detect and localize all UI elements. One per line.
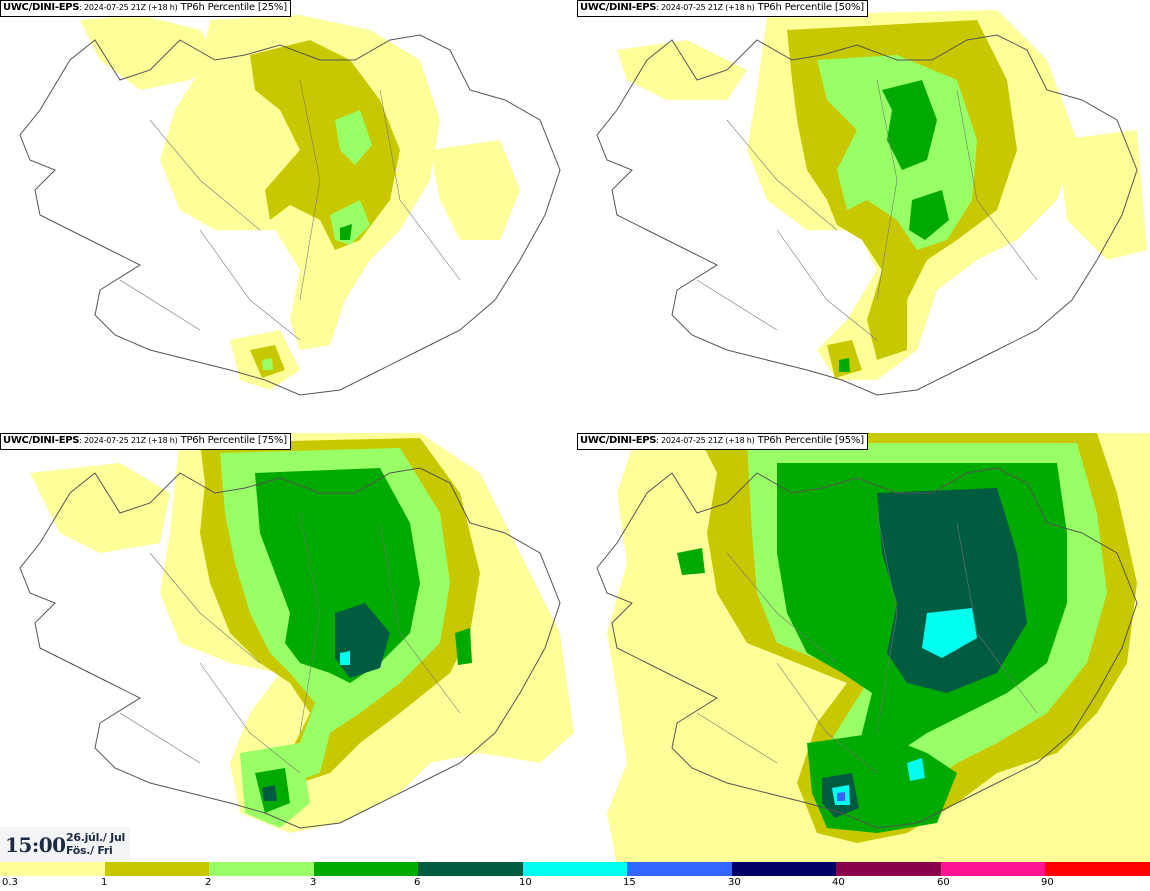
precip-map-p50 [596,10,1147,396]
colorbar-label: 30 [728,877,741,888]
precip-map-p95 [596,433,1150,865]
precip-area [677,548,705,575]
colorbar-label: 60 [937,877,950,888]
colorbar-segment [313,862,419,876]
colorbar-segment [0,862,105,876]
colorbar-segment [418,862,523,876]
colorbar-label: 1 [101,877,108,888]
precip-area [877,488,1027,693]
precip-area [907,758,925,781]
map-panel-p95: UWC/DINI-EPS: 2024-07-25 21Z (+18 h) TP6… [577,433,1150,865]
colorbar-labels: 0.3 1 2 3 6 10 15 30 40 60 90 [0,876,1150,891]
valid-date: 26.júl./ Jul Fös./ Fri [66,831,125,857]
precip-map-p75 [19,433,574,833]
precip-area [335,110,372,165]
colorbar-label: 6 [414,877,421,888]
colorbar-label: 90 [1041,877,1054,888]
colorbar-segment [104,862,210,876]
precip-area [250,40,400,250]
precip-area [909,190,949,240]
precip-area [262,785,277,801]
colorbar-segment [836,862,941,876]
road-lines [696,512,1038,774]
colorbar-segment [627,862,732,876]
precip-area [455,628,472,665]
colorbar-label: 2 [205,877,212,888]
colorbar-label: 15 [623,877,636,888]
panel-title: UWC/DINI-EPS: 2024-07-25 21Z (+18 h) TP6… [0,0,291,17]
road-lines [696,79,1038,341]
precip-area [30,463,170,553]
colorbar-segment [522,862,628,876]
panel-title: UWC/DINI-EPS: 2024-07-25 21Z (+18 h) TP6… [577,0,868,17]
colorbar-segment [940,862,1046,876]
colorbar-label: 3 [310,877,317,888]
colorbar-label: 0.3 [2,877,18,888]
valid-time-box: 15:00 26.júl./ Jul Fös./ Fri [0,827,130,862]
precip-area [837,792,845,801]
valid-time: 15:00 [5,833,66,857]
colorbar-segment [1045,862,1150,876]
colorbar-segment [731,862,837,876]
map-panel-p25: UWC/DINI-EPS: 2024-07-25 21Z (+18 h) TP6… [0,0,574,432]
colorbar-segment [209,862,314,876]
precip-area [922,608,977,658]
panel-title: UWC/DINI-EPS: 2024-07-25 21Z (+18 h) TP6… [577,433,868,450]
precip-area [430,140,520,240]
precip-area [882,80,937,170]
panel-divider [0,431,1150,433]
map-panel-p75: UWC/DINI-EPS: 2024-07-25 21Z (+18 h) TP6… [0,433,574,865]
precip-area [340,224,352,240]
precip-area [839,358,850,372]
road-lines [119,512,461,774]
precip-map-p25 [19,15,561,396]
road-lines [119,79,461,341]
precip-area [340,651,350,665]
precip-area [617,40,747,100]
precip-area [1057,130,1147,260]
colorbar-label: 10 [519,877,532,888]
colorbar [0,862,1150,876]
map-panel-p50: UWC/DINI-EPS: 2024-07-25 21Z (+18 h) TP6… [577,0,1150,432]
colorbar-label: 40 [832,877,845,888]
panel-title: UWC/DINI-EPS: 2024-07-25 21Z (+18 h) TP6… [0,433,291,450]
precip-area [262,358,273,370]
